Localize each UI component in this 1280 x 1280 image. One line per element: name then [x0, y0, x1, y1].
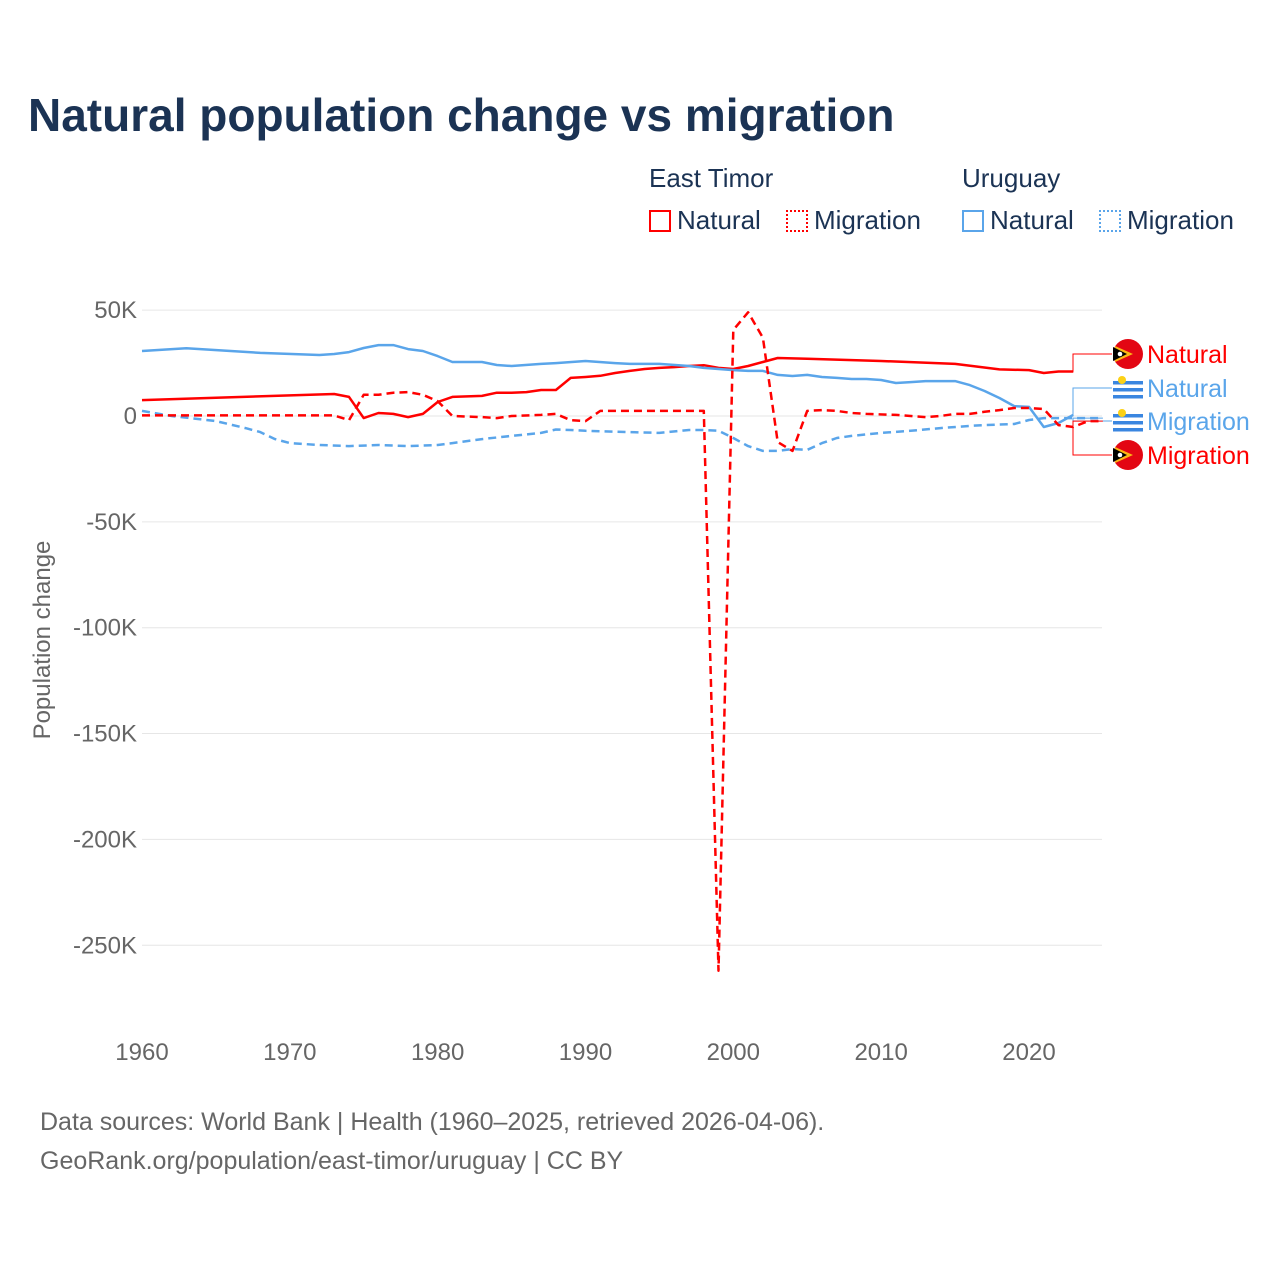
footer-link[interactable]: GeoRank.org/population/east-timor/urugua… [40, 1147, 624, 1175]
x-tick-label: 2020 [1002, 1039, 1055, 1066]
y-tick-label: -100K [73, 615, 137, 642]
x-tick-label: 1970 [263, 1039, 316, 1066]
x-tick-label: 2010 [854, 1039, 907, 1066]
y-axis-label: Population change [29, 541, 56, 740]
y-tick-label: 50K [94, 297, 137, 324]
legend-item-east-timor-migration[interactable]: Migration [786, 205, 921, 236]
legend-label: Migration [1127, 205, 1234, 235]
series-line-uruguay-natural [141, 343, 1074, 429]
y-tick-label: -250K [73, 932, 137, 959]
series-line-east-timor-migration [142, 311, 1103, 972]
legend-item-uruguay-migration[interactable]: Migration [1099, 205, 1234, 236]
x-tick-label: 1980 [411, 1039, 464, 1066]
legend-group-uruguay: Uruguay [962, 163, 1061, 193]
series-end-label: Natural [1147, 375, 1228, 403]
legend-label: Natural [677, 205, 761, 235]
legend-swatch [786, 210, 808, 232]
uruguay-flag-icon [1113, 406, 1143, 436]
label-connector [1072, 387, 1112, 416]
y-tick-label: -50K [86, 509, 137, 536]
label-connector [1072, 353, 1112, 373]
series-end-label: Natural [1147, 341, 1228, 369]
east-timor-flag-icon [1113, 440, 1143, 470]
x-tick-label: 2000 [707, 1039, 760, 1066]
y-tick-label: -150K [73, 721, 137, 748]
legend-swatch [1099, 210, 1121, 232]
legend-item-uruguay-natural[interactable]: Natural [962, 205, 1074, 236]
x-tick-label: 1960 [115, 1039, 168, 1066]
series-line-east-timor-natural [141, 356, 1074, 420]
legend-label: Natural [990, 205, 1074, 235]
series-line-uruguay-migration [141, 409, 1103, 453]
x-tick-label: 1990 [559, 1039, 612, 1066]
label-connector [1072, 417, 1112, 422]
series-end-label: Migration [1147, 408, 1250, 436]
east-timor-flag-icon [1113, 339, 1143, 369]
legend-label: Migration [814, 205, 921, 235]
y-tick-label: 0 [124, 403, 137, 430]
footer-sources: Data sources: World Bank | Health (1960–… [40, 1108, 825, 1136]
legend-swatch [962, 210, 984, 232]
label-connector [1072, 420, 1112, 456]
legend-item-east-timor-natural[interactable]: Natural [649, 205, 761, 236]
series-end-label: Migration [1147, 442, 1250, 470]
uruguay-flag-icon [1113, 373, 1143, 403]
y-tick-label: -200K [73, 826, 137, 853]
legend-group-east-timor: East Timor [649, 163, 774, 193]
legend-swatch [649, 210, 671, 232]
chart-title: Natural population change vs migration [28, 89, 895, 141]
